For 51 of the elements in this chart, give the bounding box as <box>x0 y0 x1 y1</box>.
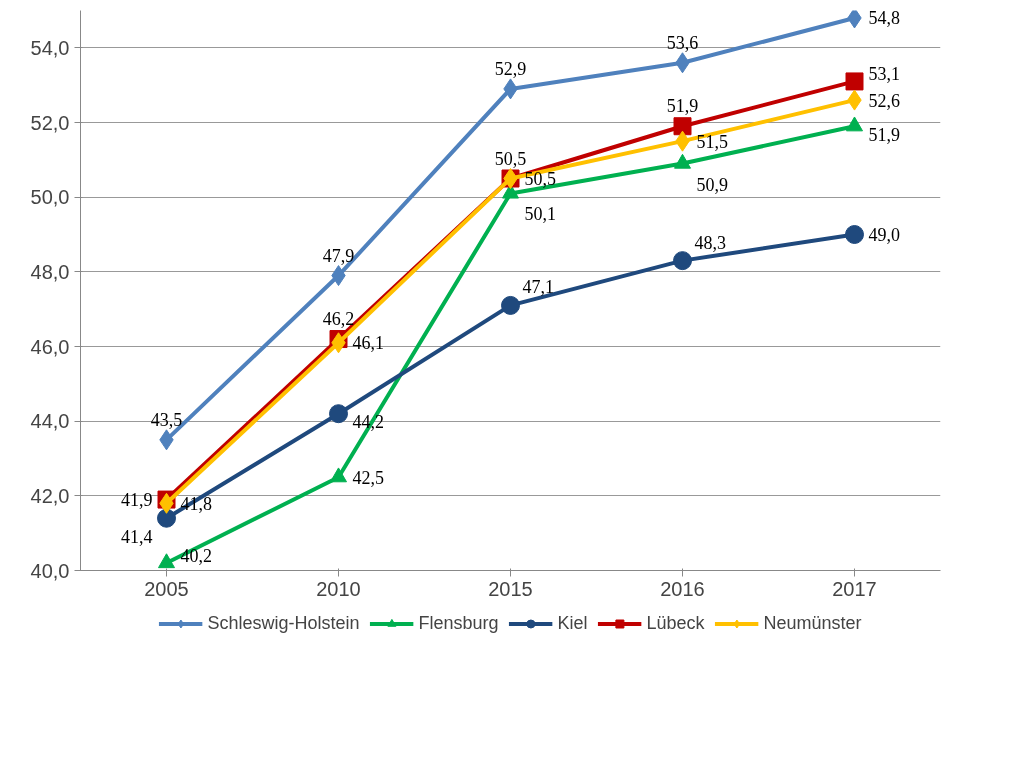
data-label: 46,2 <box>322 309 355 330</box>
data-label: 50,1 <box>524 204 556 225</box>
y-tick-label: 48,0 <box>30 260 70 283</box>
point <box>157 508 176 528</box>
y-tick-label: 52,0 <box>30 111 70 134</box>
data-label: 54,8 <box>868 8 900 29</box>
data-label: 41,9 <box>121 490 153 511</box>
y-tick-label: 54,0 <box>30 36 70 59</box>
legend-label: Flensburg <box>418 612 499 634</box>
point <box>847 10 862 29</box>
data-label: 48,3 <box>694 232 726 253</box>
data-label: 49,0 <box>868 225 900 245</box>
y-tick-label: 40,0 <box>30 559 70 582</box>
point <box>845 225 864 244</box>
legend-label: Schleswig-Holstein <box>207 612 360 634</box>
data-label: 41,4 <box>121 527 153 548</box>
data-label: 50,5 <box>494 148 527 169</box>
x-tick-label: 2015 <box>488 577 533 600</box>
data-label: 46,1 <box>352 333 384 354</box>
point <box>845 72 864 91</box>
point <box>330 467 347 483</box>
point <box>673 117 692 136</box>
legend-label: Lübeck <box>646 612 705 634</box>
point <box>501 295 520 315</box>
point <box>329 404 348 424</box>
legend-label: Neumünster <box>763 612 862 634</box>
data-label: 47,9 <box>322 245 355 266</box>
data-label: 51,9 <box>666 96 699 117</box>
data-label: 47,1 <box>522 277 554 298</box>
point <box>158 553 175 569</box>
data-label: 40,2 <box>180 545 212 566</box>
data-label: 52,6 <box>868 90 900 111</box>
x-tick-label: 2017 <box>832 577 877 600</box>
y-tick-label: 44,0 <box>30 410 70 433</box>
y-tick-label: 46,0 <box>30 335 70 358</box>
y-tick-label: 42,0 <box>30 484 70 507</box>
x-tick-label: 2010 <box>316 577 361 600</box>
legend-label: Kiel <box>557 612 588 634</box>
x-tick-label: 2016 <box>660 577 705 600</box>
data-label: 51,5 <box>696 131 728 152</box>
data-label: 52,9 <box>494 58 527 79</box>
y-tick-label: 50,0 <box>30 186 70 209</box>
data-label: 53,1 <box>868 63 900 84</box>
data-label: 53,6 <box>666 32 699 53</box>
data-label: 50,9 <box>696 174 728 195</box>
data-label: 51,9 <box>868 124 900 145</box>
data-label: 50,5 <box>524 169 556 189</box>
x-tick-label: 2005 <box>144 577 189 600</box>
data-label: 42,5 <box>352 467 384 488</box>
data-label: 43,5 <box>150 409 183 430</box>
point <box>673 251 692 271</box>
